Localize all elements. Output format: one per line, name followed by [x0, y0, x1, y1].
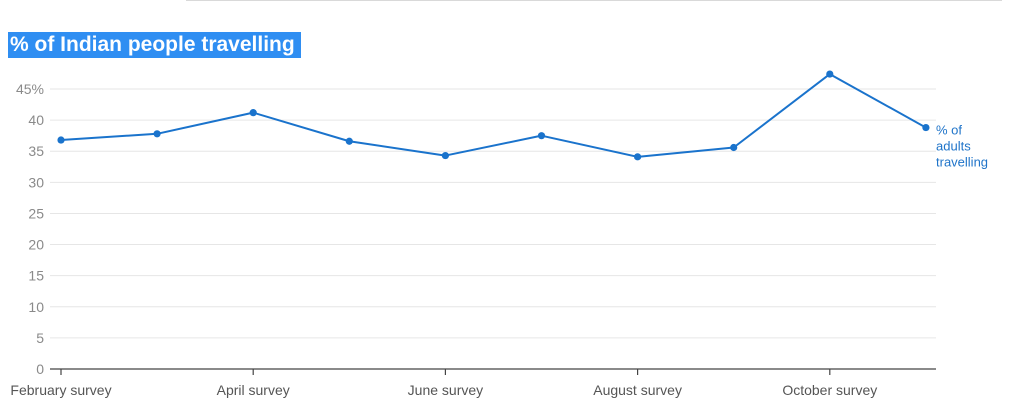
y-tick-label: 25 [28, 205, 44, 221]
series-label: % of adults travelling [936, 123, 988, 170]
series-name-label: % of adults travelling [936, 123, 988, 170]
data-point [537, 132, 546, 140]
data-point [730, 143, 738, 152]
gridlines [50, 88, 936, 339]
y-tick-label: 5 [36, 330, 44, 346]
chart-title: % of Indian people travelling [8, 32, 301, 58]
top-divider [186, 0, 1002, 1]
series-line-path [60, 73, 927, 158]
data-point [249, 109, 257, 117]
x-tick-label: June survey [408, 382, 483, 398]
x-tick-label: February survey [10, 382, 111, 398]
data-point [634, 153, 642, 161]
y-tick-label: 45% [16, 81, 44, 97]
data-point [922, 123, 930, 132]
y-axis-tick-labels: 0 5 10 15 20 25 30 35 40 45% [16, 81, 44, 377]
series-line [57, 70, 930, 161]
x-tick-label: August survey [593, 382, 682, 398]
data-point [345, 137, 353, 145]
y-tick-label: 40 [28, 112, 44, 128]
y-tick-label: 35 [28, 143, 44, 159]
y-tick-label: 15 [28, 268, 44, 284]
data-point [441, 151, 449, 160]
data-point [826, 70, 834, 78]
y-tick-label: 30 [28, 174, 44, 190]
x-tick-label: April survey [217, 382, 290, 398]
y-tick-label: 0 [36, 361, 44, 377]
data-point [57, 136, 65, 144]
data-point [153, 130, 161, 138]
x-axis-tick-labels: February survey April survey June survey Au… [10, 382, 877, 398]
y-tick-label: 10 [28, 299, 44, 315]
y-tick-label: 20 [28, 237, 44, 253]
x-tick-label: October survey [782, 382, 877, 398]
x-axis [50, 368, 936, 375]
